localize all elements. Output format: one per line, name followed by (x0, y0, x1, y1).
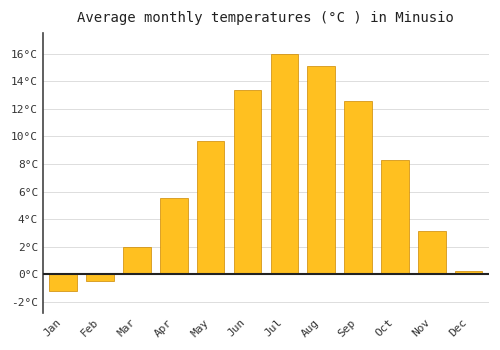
Bar (86, 274, 114, 281)
Bar (197, 141, 224, 274)
Bar (308, 66, 335, 274)
Bar (270, 54, 298, 274)
Bar (381, 160, 408, 274)
Bar (455, 271, 482, 274)
Bar (123, 246, 151, 274)
Bar (50, 274, 77, 290)
Bar (160, 198, 188, 274)
Bar (344, 101, 372, 274)
Title: Average monthly temperatures (°C ) in Minusio: Average monthly temperatures (°C ) in Mi… (78, 11, 454, 25)
Bar (234, 90, 262, 274)
Bar (418, 231, 446, 274)
